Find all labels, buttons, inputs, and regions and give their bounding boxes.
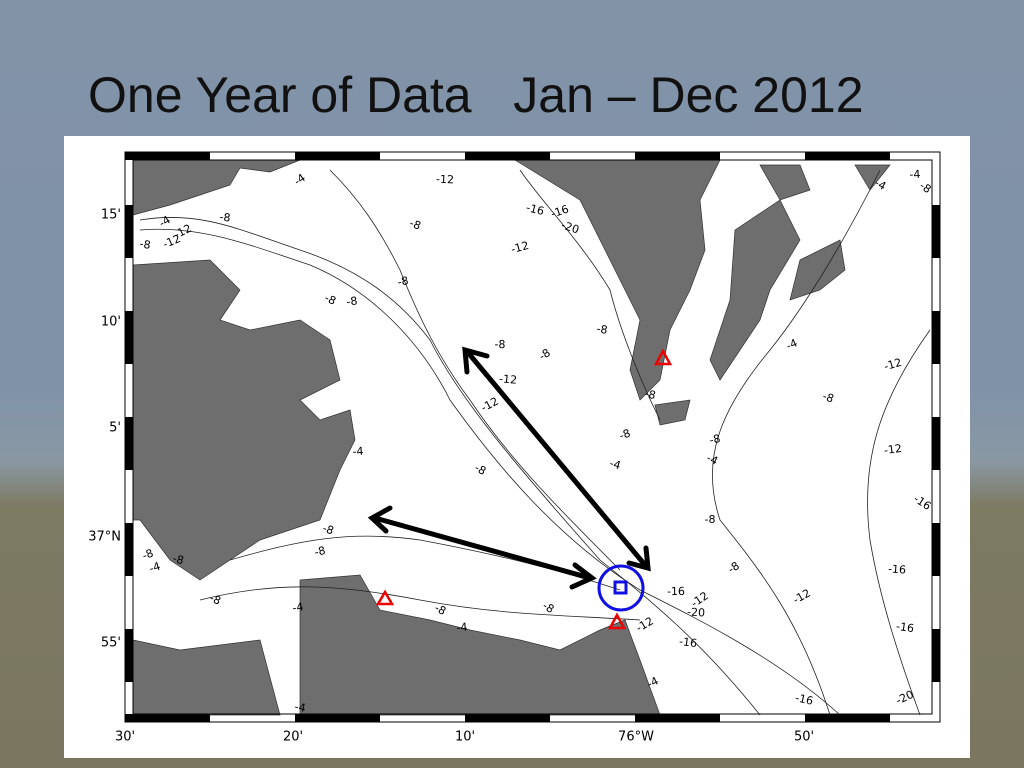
contour-label: -16 <box>895 620 915 635</box>
contour-label: -8 <box>617 427 632 443</box>
arrow <box>467 352 648 568</box>
lat-label: 10' <box>101 315 121 330</box>
contour-label: -4 <box>148 560 162 576</box>
lat-label: 15' <box>101 208 121 223</box>
contour-label: -8 <box>208 591 223 607</box>
frame-check <box>125 311 133 364</box>
land <box>132 159 891 716</box>
contour-labels: -4 -12-4 -8-12-8 -12-16 -16-20-12-8-8-8 -8-4-… <box>139 168 934 715</box>
lat-label: 5' <box>109 421 121 436</box>
contour-label: -4 <box>784 336 799 352</box>
contour-label: -4 <box>456 621 468 635</box>
contour-label: -12 <box>499 372 518 387</box>
contour-label: -12 <box>510 239 531 256</box>
slide-title: One Year of Data Jan – Dec 2012 <box>88 67 864 123</box>
contour-label: -16 <box>525 201 546 218</box>
contour-label: -8 <box>396 274 409 289</box>
lat-label: 37°N <box>88 530 121 545</box>
frame-check <box>295 152 380 160</box>
frame-check <box>125 714 210 722</box>
lon-label: 10' <box>455 730 475 745</box>
contour-label: -8 <box>219 210 231 224</box>
contour-label: -8 <box>708 432 721 447</box>
lat-label: 55' <box>101 636 121 651</box>
frame-ticks <box>125 152 940 722</box>
stations <box>375 348 673 630</box>
contour-label: -16 <box>678 635 697 650</box>
arrow-head <box>569 562 597 590</box>
frame-check <box>932 417 940 470</box>
arrows <box>367 346 651 590</box>
contour-label: -20 <box>560 219 581 237</box>
station-marker <box>653 348 673 366</box>
contour-label: -8 <box>140 546 155 562</box>
frame-check <box>932 311 940 364</box>
site-circle <box>597 564 645 612</box>
lon-label: 30' <box>115 730 135 745</box>
contour-label: -8 <box>643 387 657 402</box>
contour-label: -4 <box>352 445 364 459</box>
station-marker <box>375 589 395 606</box>
frame-check <box>932 629 940 682</box>
contour-label: -8 <box>705 513 716 526</box>
contour-label: -4 <box>704 451 719 467</box>
frame-check <box>805 152 890 160</box>
frame-check <box>125 205 133 258</box>
frame-check <box>465 714 550 722</box>
frame-check <box>465 152 550 160</box>
contour-label: -4 <box>645 674 661 690</box>
lon-label: 50' <box>794 730 814 745</box>
contour-label: -16 <box>549 202 570 220</box>
contour-label: -4 <box>291 600 304 615</box>
contour-label: -8 <box>596 322 609 337</box>
contour-label: -4 <box>909 168 921 182</box>
station-marker <box>607 612 627 630</box>
contour-lines <box>139 169 931 716</box>
contour-label: -8 <box>139 237 152 252</box>
frame-check <box>932 523 940 576</box>
frame-check <box>125 629 133 682</box>
frame-check <box>125 417 133 470</box>
contour-label: -8 <box>432 601 448 618</box>
contour-label: -20 <box>687 606 706 620</box>
frame-check <box>805 714 890 722</box>
site-square <box>613 580 628 595</box>
frame-check <box>635 152 720 160</box>
contour-label: -8 <box>313 544 327 559</box>
frame-check <box>125 152 210 160</box>
contour-label: -8 <box>494 338 505 351</box>
frame-check <box>125 523 133 576</box>
arrow <box>372 515 593 581</box>
contour-label: -8 <box>346 294 358 308</box>
contour-label: -12 <box>161 232 183 251</box>
arrow-head <box>367 505 393 534</box>
contour-label: -12 <box>436 173 454 187</box>
contour-label: -16 <box>794 691 814 707</box>
contour-label: -4 <box>608 457 622 473</box>
contour-label: -8 <box>322 291 338 307</box>
contour-label: -8 <box>408 216 423 232</box>
contour-label: -4 <box>293 700 306 715</box>
contour-label: -8 <box>821 389 836 405</box>
contour-label: -12 <box>882 356 903 373</box>
frame-check <box>635 714 720 722</box>
arrow-head <box>462 346 490 375</box>
contour-label: -16 <box>888 562 907 576</box>
contour-label: -12 <box>883 442 903 457</box>
frame-check <box>932 205 940 258</box>
contour-label: -8 <box>171 552 185 568</box>
arrow-head <box>626 545 651 572</box>
contour-label: -8 <box>321 522 336 538</box>
lon-label: 76°W <box>618 730 654 745</box>
frame-check <box>295 714 380 722</box>
lon-label: 20' <box>283 730 303 745</box>
contour-label: -16 <box>667 585 685 598</box>
